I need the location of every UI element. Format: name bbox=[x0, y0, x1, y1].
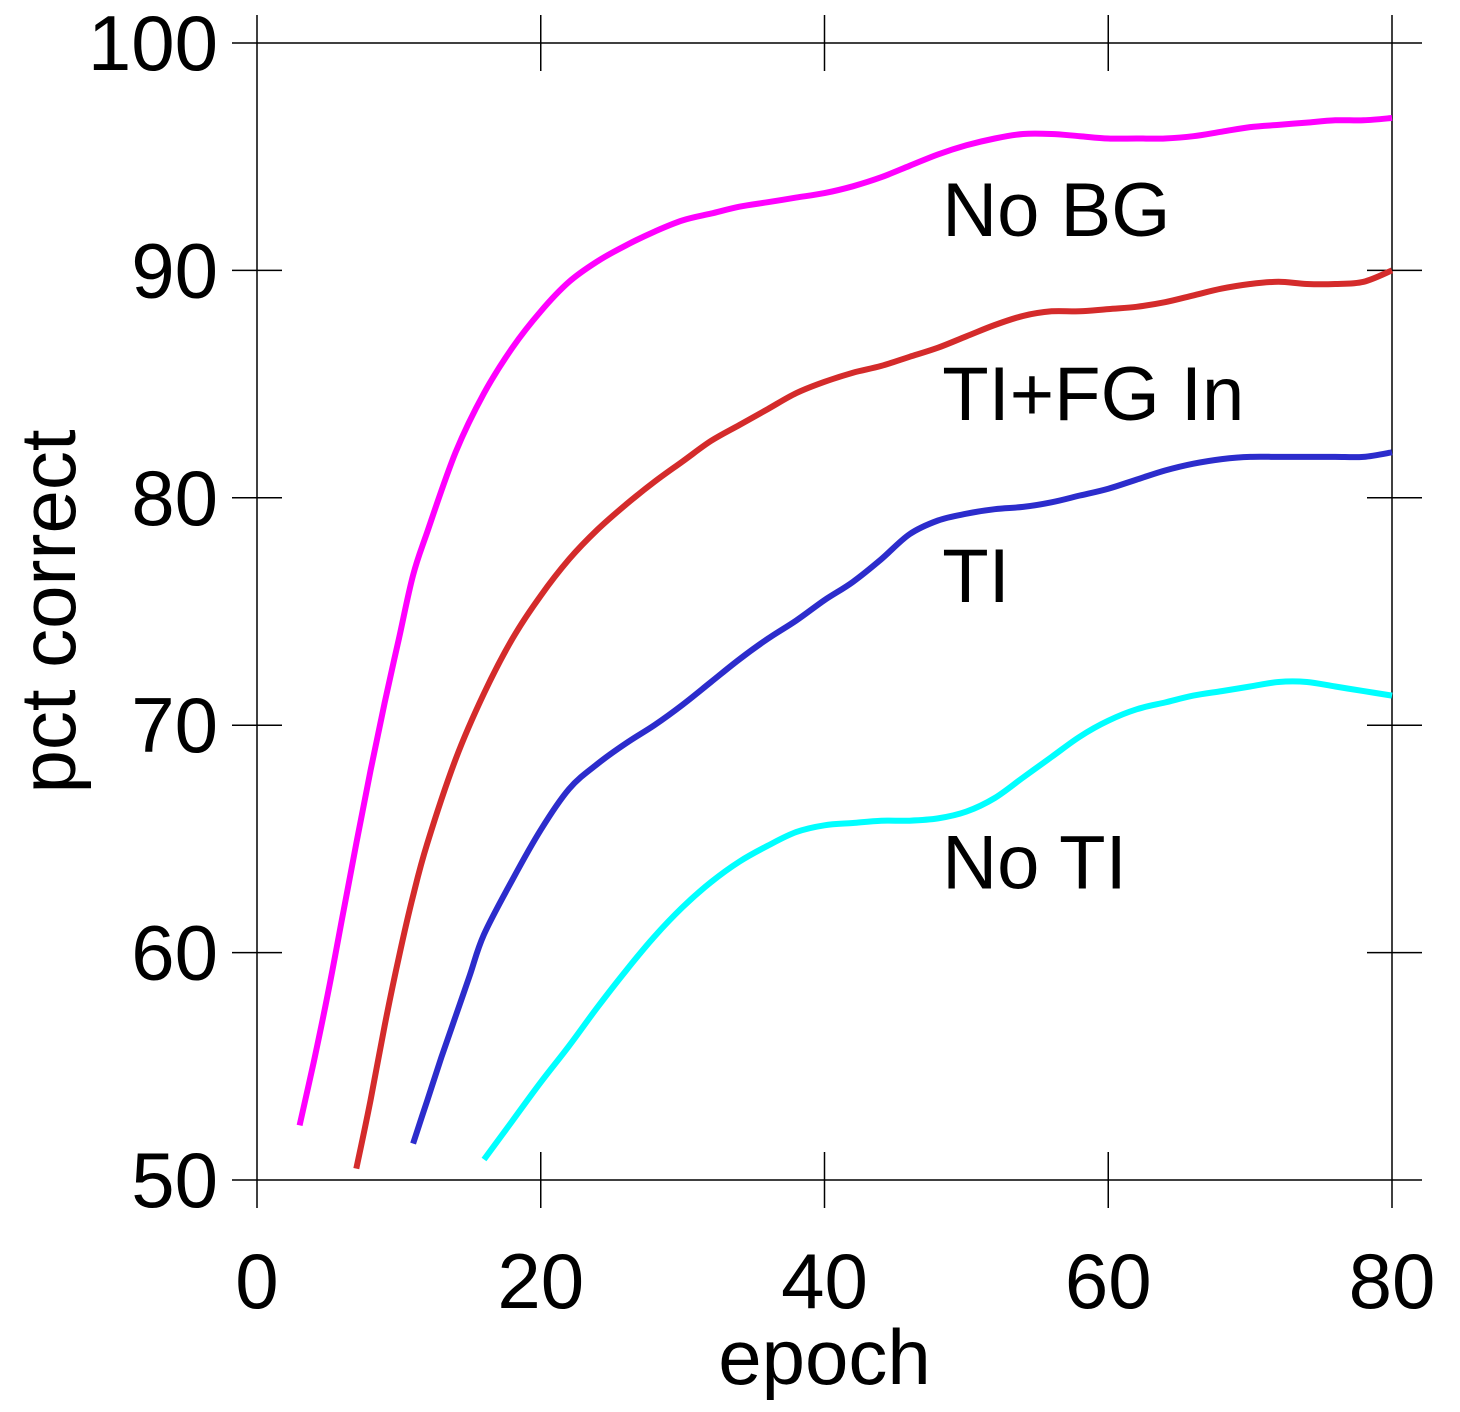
series-line-ti bbox=[410, 449, 1393, 1145]
series-line-no-bg bbox=[296, 115, 1393, 1127]
series-line-ti-fg-in bbox=[353, 267, 1394, 1170]
series-line-no-ti bbox=[481, 678, 1393, 1162]
x-tick-label-80: 80 bbox=[1349, 1237, 1436, 1325]
y-tick-label-70: 70 bbox=[131, 681, 218, 769]
series-label-no-bg: No BG bbox=[942, 168, 1170, 253]
x-tick-label-60: 60 bbox=[1065, 1237, 1152, 1325]
y-axis-title: pct correct bbox=[4, 429, 92, 793]
axes bbox=[256, 15, 1393, 1208]
series-label-ti-fg-in: TI+FG In bbox=[942, 352, 1244, 437]
x-axis-title: epoch bbox=[718, 1313, 931, 1401]
series-label-no-ti: No TI bbox=[942, 821, 1126, 906]
y-tick-label-60: 60 bbox=[131, 909, 218, 997]
y-tick-label-80: 80 bbox=[131, 454, 218, 542]
x-tick-label-40: 40 bbox=[781, 1237, 868, 1325]
series-label-ti: TI bbox=[942, 534, 1010, 619]
y-tick-label-50: 50 bbox=[131, 1136, 218, 1224]
y-tick-label-100: 100 bbox=[88, 0, 218, 87]
x-tick-label-0: 0 bbox=[235, 1237, 278, 1325]
x-tick-label-20: 20 bbox=[497, 1237, 584, 1325]
ticks: 50 60 70 80 90 100 0 20 40 60 80 bbox=[88, 0, 1436, 1325]
series-lines bbox=[296, 115, 1394, 1170]
series-labels: No BG TI+FG In TI No TI bbox=[942, 168, 1244, 906]
y-tick-label-90: 90 bbox=[131, 226, 218, 314]
